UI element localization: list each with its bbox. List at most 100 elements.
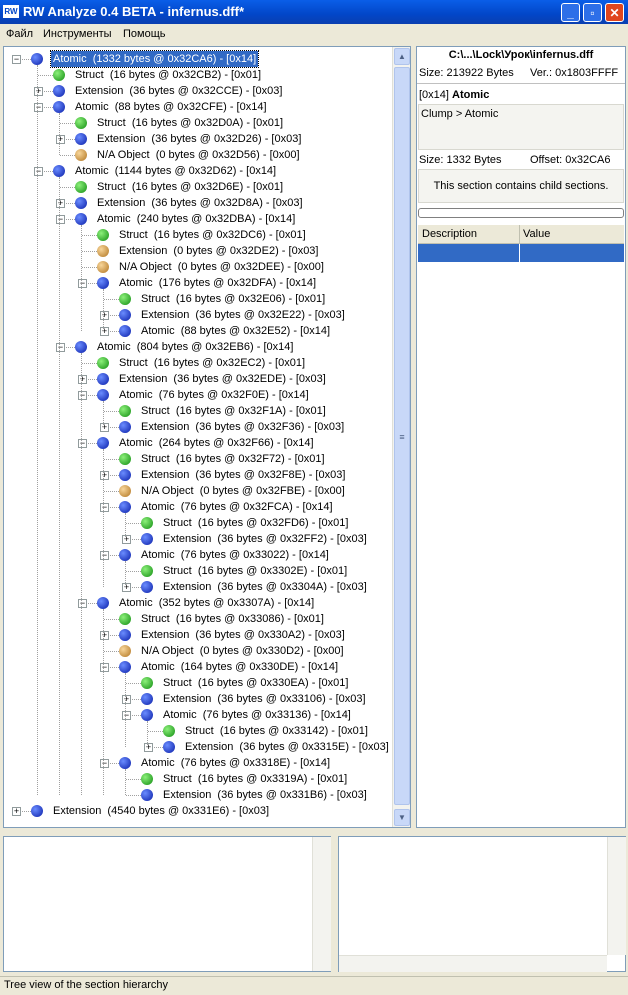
tree-connector bbox=[81, 353, 82, 795]
tree-node-label[interactable]: Struct (16 bytes @ 0x32DC6) - [0x01] bbox=[119, 229, 306, 241]
tree-expander[interactable]: − bbox=[78, 278, 87, 288]
tree-expander[interactable]: + bbox=[12, 806, 21, 816]
tree-node-label[interactable]: Atomic (76 bytes @ 0x32FCA) - [0x14] bbox=[141, 501, 333, 513]
tree-expander[interactable]: − bbox=[122, 710, 131, 720]
tree-expander[interactable]: + bbox=[144, 742, 153, 752]
tree-view[interactable]: ▲ ≡ ▼ − Atomic (1332 bytes @ 0x32CA6) - [… bbox=[3, 46, 411, 828]
tree-node-label[interactable]: Struct (16 bytes @ 0x32E06) - [0x01] bbox=[141, 293, 326, 305]
tree-node-label[interactable]: N/A Object (0 bytes @ 0x32DEE) - [0x00] bbox=[119, 261, 324, 273]
tree-expander[interactable]: − bbox=[100, 502, 109, 512]
scrollbar[interactable] bbox=[312, 837, 331, 971]
tree-expander[interactable]: − bbox=[34, 166, 43, 176]
tree-node-label[interactable]: Atomic (88 bytes @ 0x32E52) - [0x14] bbox=[141, 325, 331, 337]
scroll-down[interactable]: ▼ bbox=[394, 809, 410, 826]
tree-node-label[interactable]: Atomic (1332 bytes @ 0x32CA6) - [0x14] bbox=[49, 50, 260, 68]
tree-node-label[interactable]: N/A Object (0 bytes @ 0x32D56) - [0x00] bbox=[97, 149, 300, 161]
tree-node-label[interactable]: Struct (16 bytes @ 0x32EC2) - [0x01] bbox=[119, 357, 306, 369]
tree-expander[interactable]: + bbox=[122, 534, 131, 544]
tree-node-label[interactable]: Extension (36 bytes @ 0x32F36) - [0x03] bbox=[141, 421, 345, 433]
tree-expander[interactable]: − bbox=[56, 342, 65, 352]
tree-expander[interactable]: − bbox=[34, 102, 43, 112]
tree-node-label[interactable]: Extension (4540 bytes @ 0x331E6) - [0x03… bbox=[53, 805, 270, 817]
tree-expander[interactable]: − bbox=[78, 438, 87, 448]
column-header[interactable]: Value bbox=[523, 228, 551, 240]
scroll-thumb[interactable]: ≡ bbox=[394, 67, 410, 805]
tree-node-label[interactable]: Atomic (76 bytes @ 0x33136) - [0x14] bbox=[163, 709, 351, 721]
menu-item[interactable]: Помощь bbox=[123, 28, 166, 40]
tree-node-label[interactable]: Extension (36 bytes @ 0x32D8A) - [0x03] bbox=[97, 197, 303, 209]
tree-expander[interactable]: + bbox=[56, 134, 65, 144]
selected-table-row[interactable] bbox=[418, 244, 624, 262]
tree-expander[interactable]: − bbox=[100, 758, 109, 768]
tree-expander[interactable]: + bbox=[78, 374, 87, 384]
app-icon: RW bbox=[3, 5, 19, 18]
tree-node-label[interactable]: Struct (16 bytes @ 0x32F72) - [0x01] bbox=[141, 453, 325, 465]
node-icon bbox=[97, 437, 109, 449]
tree-connector bbox=[60, 347, 75, 348]
tree-expander[interactable]: + bbox=[56, 198, 65, 208]
tree-expander[interactable]: − bbox=[78, 390, 87, 400]
tree-node-label[interactable]: Struct (16 bytes @ 0x32F1A) - [0x01] bbox=[141, 405, 326, 417]
tree-node-label[interactable]: Extension (36 bytes @ 0x32E22) - [0x03] bbox=[141, 309, 345, 321]
tree-expander[interactable]: − bbox=[56, 214, 65, 224]
tree-node-label[interactable]: Struct (16 bytes @ 0x3319A) - [0x01] bbox=[163, 773, 348, 785]
tree-connector bbox=[37, 65, 38, 795]
tree-node-label[interactable]: Extension (36 bytes @ 0x32CCE) - [0x03] bbox=[75, 85, 283, 97]
menu-item[interactable]: Файл bbox=[6, 28, 34, 40]
tree-node-label[interactable]: Atomic (164 bytes @ 0x330DE) - [0x14] bbox=[141, 661, 339, 673]
tree-node-label[interactable]: Extension (36 bytes @ 0x3304A) - [0x03] bbox=[163, 581, 367, 593]
tree-node-label[interactable]: Extension (36 bytes @ 0x331B6) - [0x03] bbox=[163, 789, 367, 801]
lower-right-panel bbox=[338, 836, 626, 972]
tree-node-label[interactable]: Atomic (88 bytes @ 0x32CFE) - [0x14] bbox=[75, 101, 267, 113]
close-button[interactable]: ✕ bbox=[605, 3, 624, 22]
scrollbar[interactable]: ▲ ≡ ▼ bbox=[392, 47, 410, 827]
tree-expander[interactable]: + bbox=[100, 326, 109, 336]
tree-node-label[interactable]: Extension (36 bytes @ 0x32F8E) - [0x03] bbox=[141, 469, 346, 481]
tree-node-label[interactable]: Extension (36 bytes @ 0x330A2) - [0x03] bbox=[141, 629, 345, 641]
menu-item[interactable]: Инструменты bbox=[43, 28, 112, 40]
tree-expander[interactable]: + bbox=[100, 470, 109, 480]
tree-node-label[interactable]: Extension (0 bytes @ 0x32DE2) - [0x03] bbox=[119, 245, 319, 257]
tree-node-label[interactable]: Atomic (76 bytes @ 0x32F0E) - [0x14] bbox=[119, 389, 309, 401]
tree-node-label[interactable]: Atomic (352 bytes @ 0x3307A) - [0x14] bbox=[119, 597, 315, 609]
tree-node-label[interactable]: Extension (36 bytes @ 0x33106) - [0x03] bbox=[163, 693, 366, 705]
tree-expander[interactable]: + bbox=[100, 422, 109, 432]
tree-expander[interactable]: + bbox=[122, 694, 131, 704]
tree-node-label[interactable]: Extension (36 bytes @ 0x32EDE) - [0x03] bbox=[119, 373, 326, 385]
tree-expander[interactable]: − bbox=[78, 598, 87, 608]
tree-expander[interactable]: + bbox=[122, 582, 131, 592]
tree-node-label[interactable]: Atomic (804 bytes @ 0x32EB6) - [0x14] bbox=[97, 341, 294, 353]
tree-node-label[interactable]: Atomic (240 bytes @ 0x32DBA) - [0x14] bbox=[97, 213, 296, 225]
tree-node-label[interactable]: N/A Object (0 bytes @ 0x330D2) - [0x00] bbox=[141, 645, 344, 657]
column-header[interactable]: Description bbox=[422, 228, 478, 240]
hscrollbar[interactable] bbox=[339, 955, 607, 972]
minimize-button[interactable]: _ bbox=[561, 3, 580, 22]
tree-node-label[interactable]: Extension (36 bytes @ 0x32D26) - [0x03] bbox=[97, 133, 302, 145]
tree-expander[interactable]: − bbox=[100, 550, 109, 560]
tree-expander[interactable]: − bbox=[12, 54, 21, 64]
tree-node-label[interactable]: Struct (16 bytes @ 0x32CB2) - [0x01] bbox=[75, 69, 262, 81]
tree-node-label[interactable]: Struct (16 bytes @ 0x33142) - [0x01] bbox=[185, 725, 368, 737]
tree-expander[interactable]: + bbox=[100, 630, 109, 640]
tree-expander[interactable]: + bbox=[34, 86, 43, 96]
tree-node-label[interactable]: N/A Object (0 bytes @ 0x32FBE) - [0x00] bbox=[141, 485, 345, 497]
maximize-button[interactable]: ▫ bbox=[583, 3, 602, 22]
tree-node-label[interactable]: Atomic (1144 bytes @ 0x32D62) - [0x14] bbox=[75, 165, 277, 177]
tree-expander[interactable]: − bbox=[100, 662, 109, 672]
tree-expander[interactable]: + bbox=[100, 310, 109, 320]
tree-node-label[interactable]: Atomic (76 bytes @ 0x33022) - [0x14] bbox=[141, 549, 329, 561]
scrollbar[interactable] bbox=[607, 837, 626, 955]
tree-connector bbox=[82, 379, 97, 380]
scroll-up[interactable]: ▲ bbox=[394, 48, 410, 65]
tree-node-label[interactable]: Struct (16 bytes @ 0x32FD6) - [0x01] bbox=[163, 517, 349, 529]
tree-node-label[interactable]: Atomic (176 bytes @ 0x32DFA) - [0x14] bbox=[119, 277, 317, 289]
tree-node-label[interactable]: Struct (16 bytes @ 0x32D6E) - [0x01] bbox=[97, 181, 284, 193]
tree-node-label[interactable]: Struct (16 bytes @ 0x330EA) - [0x01] bbox=[163, 677, 349, 689]
tree-node-label[interactable]: Struct (16 bytes @ 0x3302E) - [0x01] bbox=[163, 565, 348, 577]
tree-node-label[interactable]: Struct (16 bytes @ 0x32D0A) - [0x01] bbox=[97, 117, 284, 129]
tree-node-label[interactable]: Extension (36 bytes @ 0x32FF2) - [0x03] bbox=[163, 533, 367, 545]
tree-node-label[interactable]: Extension (36 bytes @ 0x3315E) - [0x03] bbox=[185, 741, 389, 753]
tree-node-label[interactable]: Atomic (76 bytes @ 0x3318E) - [0x14] bbox=[141, 757, 331, 769]
tree-node-label[interactable]: Atomic (264 bytes @ 0x32F66) - [0x14] bbox=[119, 437, 314, 449]
tree-node-label[interactable]: Struct (16 bytes @ 0x33086) - [0x01] bbox=[141, 613, 324, 625]
